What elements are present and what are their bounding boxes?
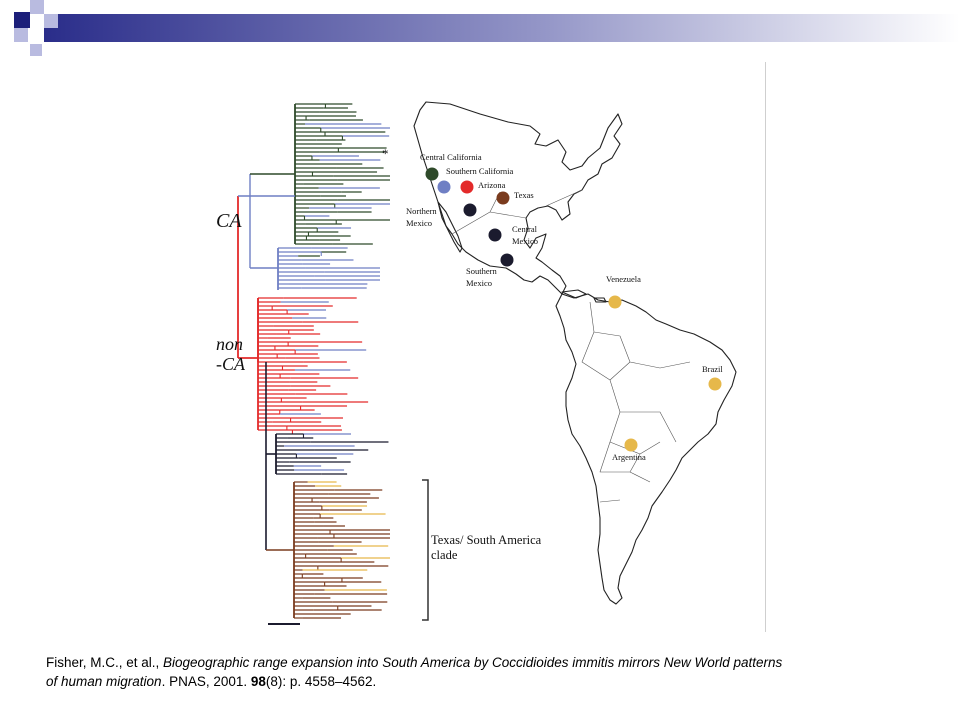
header-square-dark <box>14 12 30 28</box>
marker-southern-california <box>437 180 451 194</box>
baja-california-outline <box>437 201 463 253</box>
bracket-label-line2: clade <box>431 548 458 562</box>
clade-label-non: non <box>216 334 243 354</box>
figure-right-border <box>765 62 766 632</box>
citation-issue-pages: (8): p. 4558–4562. <box>265 674 377 689</box>
marker-northern-mexico <box>463 203 477 217</box>
citation-volume: 98 <box>250 674 266 689</box>
citation: Fisher, M.C., et al., Biogeographic rang… <box>46 653 946 691</box>
marker-arizona <box>460 180 474 194</box>
header-square-light-3 <box>14 28 28 42</box>
americas-map <box>413 101 737 605</box>
citation-title-part1: Biogeographic range expansion into South… <box>163 655 783 670</box>
map-label-southern-mexico-1: Southern <box>466 266 497 276</box>
country-borders <box>451 189 691 503</box>
phylogenetic-tree <box>237 103 390 619</box>
map-label-southern-california: Southern California <box>446 166 514 176</box>
map-label-southern-mexico-2: Mexico <box>466 278 492 288</box>
map-label-central-california: Central California <box>420 152 482 162</box>
map-markers <box>425 167 722 452</box>
marker-central-california <box>425 167 439 181</box>
header-square-light-1 <box>30 0 44 14</box>
clade-bracket <box>422 479 429 621</box>
clade-label-ca-suffix: -CA <box>216 354 246 374</box>
clade-label-ca: CA <box>216 210 242 232</box>
figure-panel: CA non -CA * Texas/ South America clade … <box>190 62 766 632</box>
map-label-texas: Texas <box>514 190 534 200</box>
marker-southern-mexico <box>500 253 514 267</box>
map-label-central-mexico-2: Mexico <box>512 236 538 246</box>
map-label-northern-mexico-2: Mexico <box>406 218 432 228</box>
map-label-central-mexico-1: Central <box>512 224 538 234</box>
map-label-northern-mexico-1: Northern <box>406 206 437 216</box>
citation-authors: Fisher, M.C., et al., <box>46 655 164 670</box>
citation-line-1: Fisher, M.C., et al., Biogeographic rang… <box>46 653 946 672</box>
marker-texas <box>496 191 510 205</box>
south-america-outline <box>555 293 737 605</box>
header-gradient-band <box>44 14 960 42</box>
marker-argentina <box>624 438 638 452</box>
header-square-light-2 <box>44 14 58 28</box>
marker-central-mexico <box>488 228 502 242</box>
tree-asterisk: * <box>382 146 389 161</box>
map-labels: Central California Southern California A… <box>406 152 723 462</box>
map-label-venezuela: Venezuela <box>606 274 641 284</box>
map-label-argentina: Argentina <box>612 452 646 462</box>
map-label-brazil: Brazil <box>702 364 723 374</box>
citation-line-2: of human migration. PNAS, 2001. 98(8): p… <box>46 672 946 691</box>
marker-venezuela <box>608 295 622 309</box>
citation-title-part2: of human migration <box>46 674 162 689</box>
citation-journal: . PNAS, 2001. <box>161 674 251 689</box>
figure-canvas: CA non -CA * Texas/ South America clade … <box>216 101 737 625</box>
header-square-light-4 <box>30 44 42 56</box>
map-label-arizona: Arizona <box>478 180 506 190</box>
bracket-label-line1: Texas/ South America <box>431 533 542 547</box>
header-decoration <box>14 0 960 56</box>
marker-brazil <box>708 377 722 391</box>
